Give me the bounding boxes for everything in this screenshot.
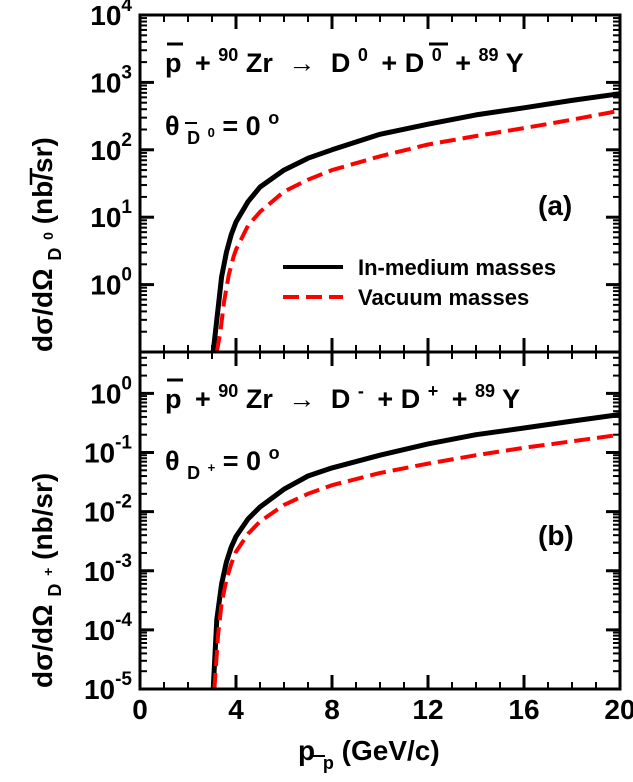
- y-tick-label: 101: [90, 197, 132, 233]
- y-tick-label: 103: [90, 62, 132, 98]
- angle-theta: θ: [165, 111, 180, 141]
- angle-sub-sup: 0: [208, 125, 215, 140]
- angle-value: = 0: [222, 111, 260, 141]
- y-tick-label: 104: [90, 0, 132, 31]
- y-tick-label: 100: [90, 265, 132, 301]
- x-tick-label: 4: [228, 694, 244, 725]
- panel-a-curves: [210, 91, 621, 353]
- reaction-p: p: [165, 48, 182, 78]
- panel-b-frame: [138, 350, 622, 691]
- panel-a: 100 101 102 103 104 p + 90 Zr → D 0 + D 0 + …: [27, 0, 622, 354]
- y-tick-label: 10-3: [84, 551, 132, 587]
- y-tick-label: 10-4: [84, 610, 132, 646]
- y-tick-label: 100: [90, 373, 132, 409]
- y-tick-label: 102: [90, 130, 132, 166]
- reaction-arrow: →: [288, 48, 315, 78]
- x-tick-label: 0: [132, 694, 148, 725]
- legend: In-medium masses Vacuum masses: [283, 255, 556, 310]
- panel-b: 10-5 10-4 10-3 10-2 10-1 100 0 4 8 12 16 20 p + 90 …: [27, 350, 633, 775]
- x-tick-label: 16: [508, 694, 539, 725]
- in-medium-curve: [210, 412, 621, 690]
- vacuum-curve: [212, 432, 621, 690]
- y-tick-label: 10-2: [84, 492, 132, 528]
- in-medium-curve: [210, 91, 621, 353]
- panel-b-reaction: p + 90 Zr → D - + D + + 89 Y: [165, 373, 520, 414]
- panel-b-ylabel: dσ/dΩ D + (nb/sr): [27, 473, 67, 688]
- legend-label-vacuum: Vacuum masses: [358, 285, 529, 310]
- panel-a-tag: (a): [538, 190, 572, 221]
- y-tick-label: 10-5: [84, 669, 132, 705]
- angle-deg: o: [268, 108, 279, 128]
- y-tick-label: 10-1: [84, 433, 132, 469]
- panel-b-tag: (b): [538, 520, 574, 551]
- legend-label-in-medium: In-medium masses: [358, 255, 556, 280]
- reaction-meson1: D: [331, 48, 351, 78]
- panel-a-ylabel: dσ/dΩ D 0 (nb/sr): [27, 137, 67, 352]
- reaction-y: Y: [506, 48, 524, 78]
- reaction-meson2: D: [405, 48, 425, 78]
- x-tick-label: 20: [604, 694, 633, 725]
- x-tick-label: 8: [324, 694, 340, 725]
- vacuum-curve: [214, 108, 621, 353]
- x-tick-label: 12: [412, 694, 443, 725]
- panel-b-curves: [210, 412, 621, 690]
- panel-a-reaction: p + 90 Zr → D 0 + D 0 + 89 Y: [165, 37, 524, 78]
- reaction-zr: Zr: [246, 48, 273, 78]
- angle-sub: D: [187, 128, 200, 148]
- reaction-meson2-sup: 0: [432, 45, 442, 65]
- x-axis-title: p p (GeV/c): [298, 735, 440, 775]
- panel-b-angle-label: θ D + = 0 o: [165, 443, 280, 485]
- reaction-meson1-sup: 0: [358, 45, 368, 65]
- reaction-zr-mass: 90: [218, 45, 238, 65]
- panel-a-angle-label: θ D 0 = 0 o: [165, 108, 279, 150]
- reaction-y-mass: 89: [479, 45, 499, 65]
